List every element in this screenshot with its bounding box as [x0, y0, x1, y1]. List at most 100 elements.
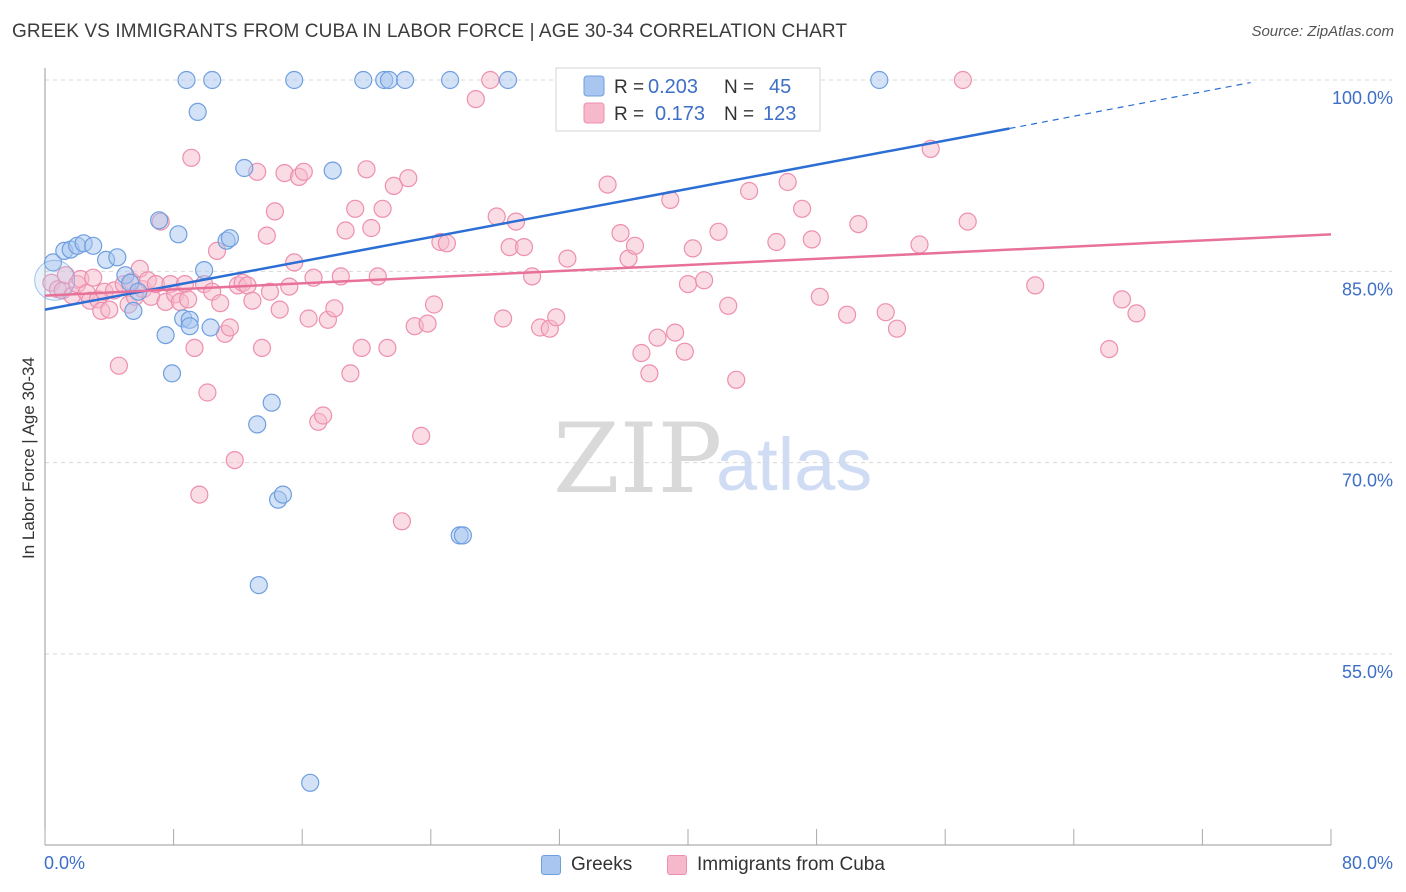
legend-swatch-greeks [583, 75, 605, 97]
greeks-trend-extension [1009, 81, 1251, 130]
cuba-point [182, 148, 201, 167]
cuba-point [694, 271, 714, 290]
cuba-point [260, 282, 280, 301]
cuba-point [225, 451, 244, 470]
cuba-point [346, 199, 365, 218]
greeks-point [162, 364, 182, 383]
greeks-point [235, 158, 254, 178]
greeks-point [169, 225, 188, 244]
cuba-point [299, 309, 318, 328]
greeks-point [441, 70, 460, 90]
cuba-point [494, 309, 513, 328]
y-tick-label: 55.0% [1342, 662, 1393, 682]
cuba-point [198, 383, 217, 402]
greeks-point [453, 526, 472, 545]
cuba-point [336, 221, 355, 240]
cuba-point [399, 169, 418, 188]
cuba-point [739, 181, 759, 201]
watermark: ZIP atlas [553, 403, 872, 515]
cuba-point [325, 299, 344, 318]
cuba-point [185, 338, 204, 357]
cuba-point [341, 364, 360, 383]
greeks-trend-line [44, 127, 1010, 311]
cuba-point [190, 485, 209, 504]
chart-title: GREEK VS IMMIGRANTS FROM CUBA IN LABOR F… [12, 21, 848, 42]
greeks-points [34, 70, 889, 792]
cuba-point [849, 215, 868, 234]
greeks-point [248, 415, 267, 434]
greeks-point [203, 70, 222, 90]
y-tick-label: 85.0% [1342, 279, 1393, 299]
cuba-point [876, 303, 895, 322]
cuba-point [678, 275, 698, 294]
legend-label-greeks: Greeks [571, 854, 633, 875]
greeks-point [354, 70, 373, 90]
legend-n-label-1: N = [724, 77, 754, 98]
cuba-point [547, 308, 566, 327]
cuba-point [640, 364, 659, 383]
cuba-point [412, 426, 431, 445]
watermark-zip-text: ZIP [553, 403, 722, 515]
greeks-point [124, 301, 143, 320]
cuba-point [252, 338, 272, 357]
cuba-point [958, 212, 977, 231]
cuba-point [220, 318, 239, 337]
legend-swatch-cuba [583, 102, 605, 124]
cuba-point [243, 291, 262, 310]
trend-lines [44, 81, 1332, 311]
cuba-point [378, 338, 397, 357]
cuba-point [709, 222, 728, 241]
cuba-point [392, 512, 411, 531]
greeks-cluster-point [34, 259, 76, 301]
series-legend: Greeks Immigrants from Cuba [0, 851, 1406, 879]
cuba-point [481, 70, 500, 90]
greeks-point [43, 253, 63, 272]
legend-item-cuba[interactable]: Immigrants from Cuba [667, 851, 885, 879]
cuba-point [211, 294, 230, 313]
cuba-point [727, 370, 746, 389]
cuba-point [418, 314, 437, 333]
cuba-point [384, 176, 403, 195]
cuba-point [368, 267, 387, 286]
cuba-point [719, 296, 738, 315]
y-tick-label: 70.0% [1342, 471, 1393, 491]
legend-item-greeks[interactable]: Greeks [541, 851, 632, 879]
greeks-point [301, 773, 320, 792]
greeks-point [108, 248, 127, 267]
cuba-point [598, 175, 617, 194]
greeks-point [220, 229, 239, 248]
correlation-legend: R = 0.203 N = 45 R = 0.173 N = 123 [555, 67, 821, 132]
legend-n-value-1: 45 [769, 76, 791, 98]
cuba-point [1026, 276, 1045, 295]
cuba-point [514, 238, 534, 257]
greeks-point [84, 236, 103, 255]
cuba-trend-line [44, 233, 1332, 297]
legend-n-label-2: N = [724, 104, 754, 125]
cuba-point [953, 70, 973, 90]
cuba-point [424, 295, 444, 314]
cuba-point [675, 342, 694, 361]
cuba-point [109, 356, 129, 375]
cuba-point [466, 89, 485, 109]
greeks-swatch [541, 855, 561, 875]
greeks-point [249, 575, 268, 595]
legend-r-label-1: R = [614, 77, 644, 98]
source-credit: Source: ZipAtlas.com [1251, 23, 1394, 40]
greeks-point [262, 393, 281, 412]
legend-label-cuba: Immigrants from Cuba [697, 854, 885, 875]
cuba-point [887, 319, 907, 338]
cuba-point [625, 236, 645, 255]
watermark-atlas-text: atlas [716, 423, 872, 506]
legend-n-value-2: 123 [763, 103, 796, 125]
gridlines [45, 79, 1392, 655]
cuba-point [1127, 304, 1146, 323]
cuba-point [767, 232, 786, 252]
cuba-point [1100, 340, 1119, 359]
cuba-point [265, 202, 284, 221]
greeks-point [285, 70, 304, 90]
y-axis-title: In Labor Force | Age 30-34 [19, 357, 38, 559]
cuba-point [810, 287, 829, 306]
greeks-point [188, 102, 207, 122]
cuba-point [352, 338, 371, 357]
